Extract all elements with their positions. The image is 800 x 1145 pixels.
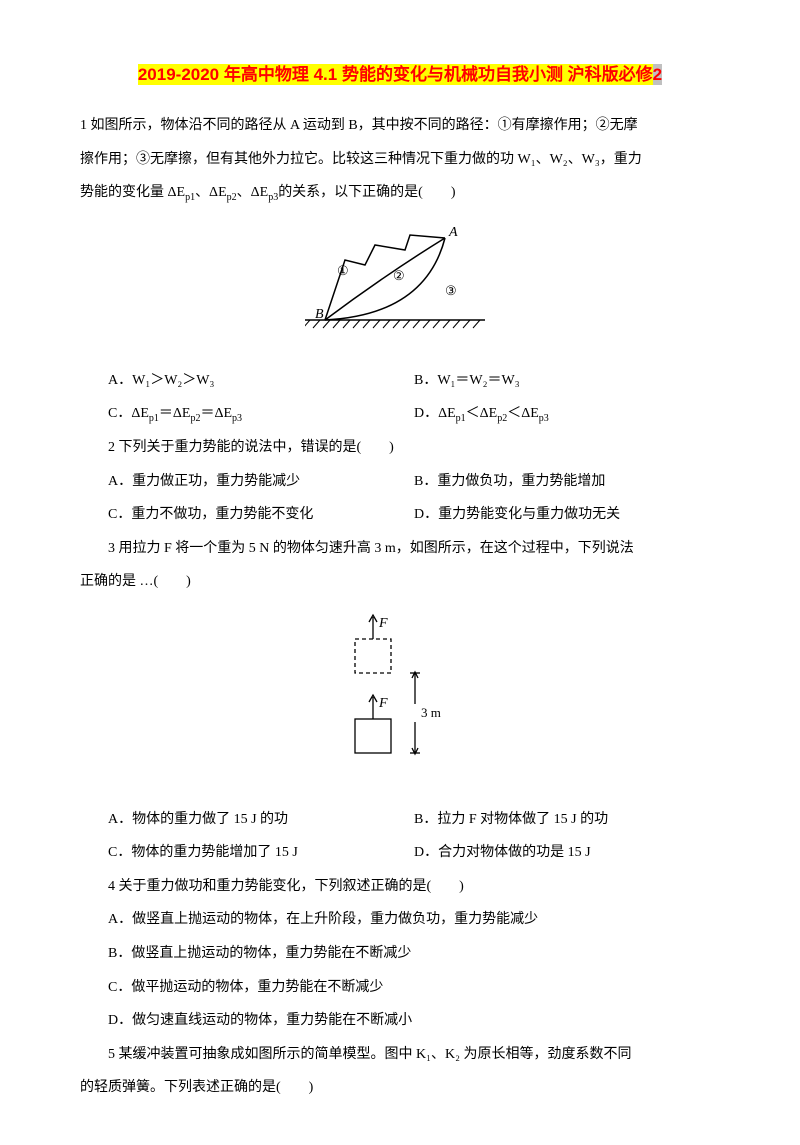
q1-optB: B．W₁＝W₂＝W₃ [414, 364, 720, 398]
q4-optD: D．做匀速直线运动的物体，重力势能在不断减小 [80, 1004, 720, 1038]
box-top-dashed [355, 639, 391, 673]
q2-optC: C．重力不做功，重力势能不变化 [108, 498, 414, 532]
q3-options-row2: C．物体的重力势能增加了 15 J D．合力对物体做的功是 15 J [80, 836, 720, 870]
q3-stem-line2: 正确的是 …( ) [80, 565, 720, 599]
q3-optA: A．物体的重力做了 15 J 的功 [108, 803, 414, 837]
q1-stem-line1: 1 如图所示，物体沿不同的路径从 A 运动到 B，其中按不同的路径：①有摩擦作用… [80, 109, 720, 143]
q3-optC: C．物体的重力势能增加了 15 J [108, 836, 414, 870]
q3-optD: D．合力对物体做的功是 15 J [414, 836, 720, 870]
q4-optA: A．做竖直上抛运动的物体，在上升阶段，重力做负功，重力势能减少 [80, 903, 720, 937]
q5-stem-line2: 的轻质弹簧。下列表述正确的是( ) [80, 1071, 720, 1105]
q2-options-row1: A．重力做正功，重力势能减少 B．重力做负功，重力势能增加 [80, 465, 720, 499]
q2-optB: B．重力做负功，重力势能增加 [414, 465, 720, 499]
box-bottom [355, 719, 391, 753]
q3-options-row1: A．物体的重力做了 15 J 的功 B．拉力 F 对物体做了 15 J 的功 [80, 803, 720, 837]
q4-optB: B．做竖直上抛运动的物体，重力势能在不断减少 [80, 937, 720, 971]
q4-optC: C．做平抛运动的物体，重力势能在不断减少 [80, 971, 720, 1005]
label-p3: ③ [445, 283, 457, 298]
q2-optD: D．重力势能变化与重力做功无关 [414, 498, 720, 532]
label-dist: 3 m [421, 705, 441, 720]
q2-options-row2: C．重力不做功，重力势能不变化 D．重力势能变化与重力做功无关 [80, 498, 720, 532]
label-A: A [448, 225, 458, 240]
label-B: B [315, 307, 324, 322]
label-p2: ② [393, 268, 405, 283]
q1-optD: D．ΔEp1＜ΔEp2＜ΔEp3 [414, 397, 720, 431]
q1-options-row1: A．W₁＞W₂＞W₃ B．W₁＝W₂＝W₃ [80, 364, 720, 398]
label-F1: F [378, 616, 388, 631]
q1-stem-line2: 擦作用；③无摩擦，但有其他外力拉它。比较这三种情况下重力做的功 W₁、W₂、W₃… [80, 143, 720, 177]
page-title: 2019-2020 年高中物理 4.1 势能的变化与机械功自我小测 沪科版必修2 [80, 60, 720, 85]
q4-stem: 4 关于重力做功和重力势能变化，下列叙述正确的是( ) [80, 870, 720, 904]
q1-options-row2: C．ΔEp1＝ΔEp2＝ΔEp3 D．ΔEp1＜ΔEp2＜ΔEp3 [80, 397, 720, 431]
q1-stem-line3: 势能的变化量 ΔEp1、ΔEp2、ΔEp3的关系，以下正确的是( ) [80, 176, 720, 210]
q3-figure: F F 3 m [80, 609, 720, 793]
q1-diagram-svg: A B ① ② ③ [305, 220, 495, 340]
q1-optC: C．ΔEp1＝ΔEp2＝ΔEp3 [108, 397, 414, 431]
label-p1: ① [337, 263, 349, 278]
q2-optA: A．重力做正功，重力势能减少 [108, 465, 414, 499]
body-content: 1 如图所示，物体沿不同的路径从 A 运动到 B，其中按不同的路径：①有摩擦作用… [80, 109, 720, 1105]
path-3 [325, 238, 445, 320]
title-part1: 2019-2020 年高中物理 4.1 势能的变化与机械功自我小测 沪科版必修 [138, 64, 653, 85]
q1-figure: A B ① ② ③ [80, 220, 720, 354]
q5-stem-line1: 5 某缓冲装置可抽象成如图所示的简单模型。图中 K₁、K₂ 为原长相等，劲度系数… [80, 1038, 720, 1072]
q1-optA: A．W₁＞W₂＞W₃ [108, 364, 414, 398]
label-F2: F [378, 696, 388, 711]
page-container: 2019-2020 年高中物理 4.1 势能的变化与机械功自我小测 沪科版必修2… [0, 0, 800, 1145]
q3-optB: B．拉力 F 对物体做了 15 J 的功 [414, 803, 720, 837]
q2-stem: 2 下列关于重力势能的说法中，错误的是( ) [80, 431, 720, 465]
q3-diagram-svg: F F 3 m [335, 609, 465, 779]
q3-stem-line1: 3 用拉力 F 将一个重为 5 N 的物体匀速升高 3 m，如图所示，在这个过程… [80, 532, 720, 566]
title-part2: 2 [653, 64, 662, 85]
